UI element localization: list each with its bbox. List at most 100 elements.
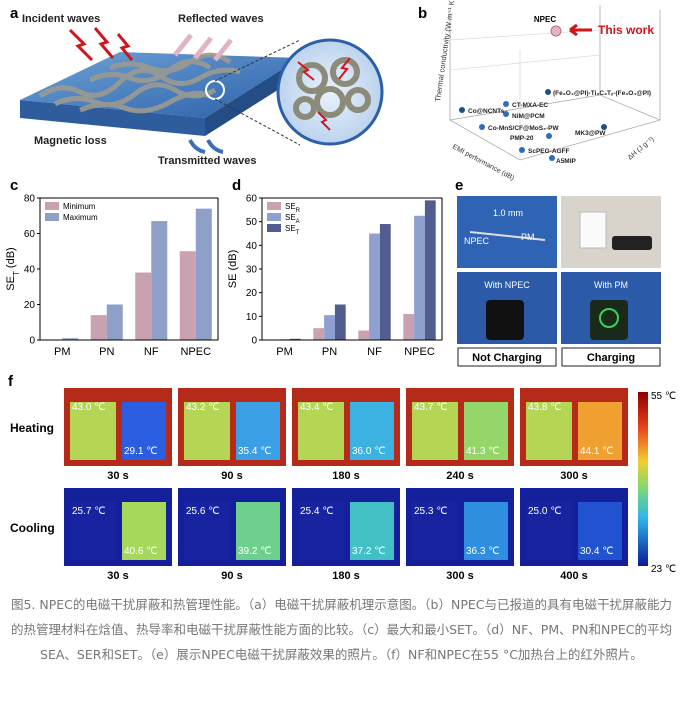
colorbar-max: 55 ℃ xyxy=(651,391,676,402)
legend-sub: T xyxy=(296,230,300,236)
bar xyxy=(358,330,370,340)
panel-b: b Thermal conductivity (W m⁻¹ K⁻¹) EMI p… xyxy=(418,0,661,182)
panel-label: f xyxy=(8,373,14,390)
y-tick-label: 0 xyxy=(29,336,35,347)
npec-sample xyxy=(236,502,280,560)
time-label: 180 s xyxy=(332,570,360,582)
npec-sample xyxy=(464,502,508,560)
npec-sample xyxy=(236,402,280,460)
bar xyxy=(62,338,79,340)
panel-f: f 55 ℃ 23 ℃ Heating 43.0 ℃ 29.1 ℃ 30 s 43.2 … xyxy=(8,373,676,582)
npec-sample xyxy=(122,402,166,460)
pore-structure xyxy=(293,57,371,120)
z-axis-label: Thermal conductivity (W m⁻¹ K⁻¹) xyxy=(433,0,457,102)
time-label: 90 s xyxy=(221,470,242,482)
bar xyxy=(324,315,335,340)
bar xyxy=(289,338,301,340)
arrow xyxy=(569,23,592,37)
time-label: 90 s xyxy=(221,570,242,582)
nf-sample xyxy=(184,402,230,460)
panel-e: e 1.0 mm NPEC PM With NPEC With PM Not C… xyxy=(455,177,661,367)
axes-box xyxy=(449,5,661,161)
y-tick-label: 20 xyxy=(246,288,258,299)
y-tick-label: 0 xyxy=(251,336,257,347)
y-tick-label: 50 xyxy=(246,217,258,228)
material-label: Co-MnS/CF@MoS₂-PW xyxy=(488,125,559,132)
material-point xyxy=(545,89,551,95)
y-tick-label: 20 xyxy=(24,300,36,311)
zoom-line xyxy=(214,39,301,82)
material-point xyxy=(519,147,525,153)
x-tick-label: NF xyxy=(144,346,159,358)
npec-sample xyxy=(464,402,508,460)
bar xyxy=(414,215,425,340)
incident-arrows xyxy=(68,27,134,62)
material-point xyxy=(503,111,509,117)
nf-sample xyxy=(526,502,572,560)
legend-name: Maximum xyxy=(63,213,98,222)
nf-sample xyxy=(298,402,344,460)
status: Not Charging xyxy=(472,352,542,364)
nf-temp: 25.4 ℃ xyxy=(300,506,333,517)
legend-swatch xyxy=(45,202,59,210)
power-bank xyxy=(579,211,607,249)
this-work: This work xyxy=(598,23,654,37)
nf-sample xyxy=(70,502,116,560)
material-point xyxy=(546,133,552,139)
x-tick-label: NF xyxy=(367,346,382,358)
material-label: (Fe₃O₄@PI)-Ti₃C₂Tₓ-(Fe₃O₄@PI) xyxy=(553,90,651,97)
bar xyxy=(195,208,212,340)
material-point xyxy=(479,124,485,130)
zoom-line xyxy=(214,98,301,146)
slab-side xyxy=(205,58,300,136)
label-transmitted: Transmitted waves xyxy=(158,155,256,167)
legend-name: SE xyxy=(285,202,296,211)
legend-swatch xyxy=(267,213,281,221)
nf-temp: 43.7 ℃ xyxy=(414,402,447,413)
colorbar-min: 23 ℃ xyxy=(651,564,676,575)
time-label: 300 s xyxy=(560,470,588,482)
nf-sample xyxy=(412,402,458,460)
sample-label: PM xyxy=(521,232,535,242)
figure: a Incident waves Reflected waves Magneti… xyxy=(5,0,676,582)
column-label: NF xyxy=(78,376,93,388)
nf-temp: 43.8 ℃ xyxy=(528,402,561,413)
legend-sub: R xyxy=(296,208,301,214)
npec-temp: 30.4 ℃ xyxy=(580,546,613,557)
fiber-mesh xyxy=(38,52,241,114)
row-label: Heating xyxy=(10,421,54,435)
npec-sample xyxy=(578,502,622,560)
x-tick-label: NPEC xyxy=(404,346,435,358)
npec-temp: 37.2 ℃ xyxy=(352,546,385,557)
material-label: ScPEG-AGFF xyxy=(528,148,570,155)
y-tick-label: 10 xyxy=(246,312,258,323)
npec-sample xyxy=(122,502,166,560)
row-label: Cooling xyxy=(10,521,55,535)
y-axis-label-sub: T xyxy=(12,271,21,276)
time-label: 180 s xyxy=(332,470,360,482)
label-incident: Incident waves xyxy=(22,13,100,25)
nf-temp: 43.2 ℃ xyxy=(186,402,219,413)
panel-label: c xyxy=(10,177,18,194)
nf-sample xyxy=(412,502,458,560)
panel-a: a Incident waves Reflected waves Magneti… xyxy=(10,5,384,167)
status-box xyxy=(457,347,557,367)
transmitted-arrows xyxy=(188,139,224,154)
time-label: 400 s xyxy=(560,570,588,582)
bar xyxy=(424,200,436,340)
caption: 图5. NPEC的电磁干扰屏蔽和热管理性能。（a）电磁干扰屏蔽机理示意图。（b）… xyxy=(10,597,673,662)
legend-swatch xyxy=(45,213,59,221)
npec-temp: 40.6 ℃ xyxy=(124,546,157,557)
nf-sample xyxy=(298,502,344,560)
x-tick-label: PM xyxy=(276,346,293,358)
status-box xyxy=(561,347,661,367)
phone xyxy=(612,236,652,250)
legend-name: SE xyxy=(285,213,296,222)
npec-temp: 41.3 ℃ xyxy=(466,446,499,457)
npec-sample xyxy=(578,402,622,460)
nf-temp: 25.0 ℃ xyxy=(528,506,561,517)
bar xyxy=(369,233,380,340)
bar xyxy=(379,224,391,340)
x-tick-label: PN xyxy=(99,346,114,358)
